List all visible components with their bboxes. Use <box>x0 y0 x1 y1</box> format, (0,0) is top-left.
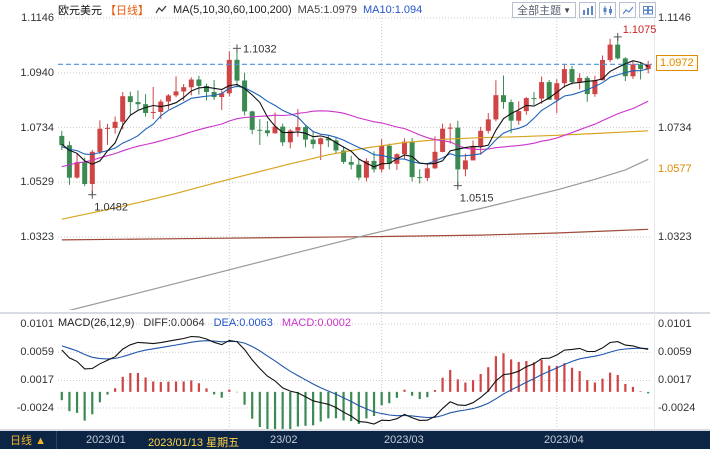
line-chart-view-button[interactable] <box>619 2 636 18</box>
price-annotation: 1.0482 <box>94 202 128 214</box>
chart-toolbar: 全部主题 ▼ <box>512 2 656 18</box>
axis-date-label: 2023/03 <box>384 434 424 446</box>
line-chart-icon <box>622 6 633 14</box>
macd-header: MACD(26,12,9) DIFF:0.0064 DEA:0.0063 MAC… <box>58 316 351 329</box>
symbol-name: 欧元美元 <box>58 5 102 17</box>
bar-chart-icon <box>582 5 593 15</box>
period-selector[interactable]: 日线 ▲ <box>0 431 57 449</box>
candlestick-icon <box>603 5 612 15</box>
theme-selector-button[interactable]: 全部主题 ▼ <box>512 2 576 18</box>
ma-settings-label: MA(5,10,30,60,100,200) <box>173 4 292 16</box>
grid-icon <box>642 5 653 14</box>
main-chart-header: 欧元美元 【日线】 MA(5,10,30,60,100,200) MA5:1.0… <box>58 3 422 17</box>
selected-date-label: 2023/01/13 星期五 <box>148 437 240 449</box>
candlestick-view-button[interactable] <box>599 2 616 18</box>
bar-chart-view-button[interactable] <box>579 2 596 18</box>
price-annotation: 1.1032 <box>243 43 277 55</box>
grid-view-button[interactable] <box>639 2 656 18</box>
macd-macd-value: MACD:0.0002 <box>281 316 351 329</box>
ma5-value-label: MA5:1.0979 <box>297 4 357 16</box>
axis-date-label: 2023/04 <box>544 434 584 446</box>
macd-diff-value: DIFF:0.0064 <box>143 316 205 329</box>
price-annotation: 1.0515 <box>460 193 494 205</box>
period-tag: 【日线】 <box>105 5 149 17</box>
macd-dea-value: DEA:0.0063 <box>213 316 273 329</box>
chevron-down-icon: ▼ <box>563 5 571 15</box>
macd-title: MACD(26,12,9) <box>58 316 135 329</box>
theme-selector-label: 全部主题 <box>517 5 562 17</box>
axis-date-label: 2023/01 <box>86 434 126 446</box>
ma10-value-label: MA10:1.094 <box>362 4 423 16</box>
axis-date-label: 23/02 <box>270 434 298 446</box>
price-annotation: 1.1075 <box>623 24 657 36</box>
indicator-icon <box>155 5 167 15</box>
time-axis-bar: 日线 ▲ 2023/01 2023/01/13 星期五 23/02 2023/0… <box>0 431 710 449</box>
period-selector-label: 日线 ▲ <box>10 435 46 447</box>
